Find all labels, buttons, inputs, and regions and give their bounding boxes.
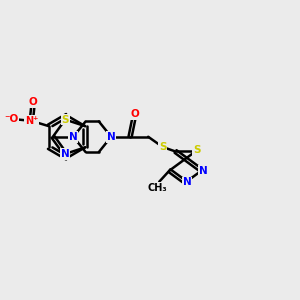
Text: ⁻O: ⁻O <box>4 114 18 124</box>
Text: N: N <box>107 132 116 142</box>
Text: O: O <box>28 97 37 107</box>
Text: S: S <box>193 145 201 155</box>
Text: N: N <box>61 149 70 159</box>
Text: N: N <box>69 132 78 142</box>
Text: O: O <box>130 110 139 119</box>
Text: S: S <box>61 115 69 124</box>
Text: S: S <box>159 142 166 152</box>
Text: N: N <box>199 166 207 176</box>
Text: N: N <box>183 177 191 188</box>
Text: N⁺: N⁺ <box>25 116 38 126</box>
Text: CH₃: CH₃ <box>148 183 168 193</box>
